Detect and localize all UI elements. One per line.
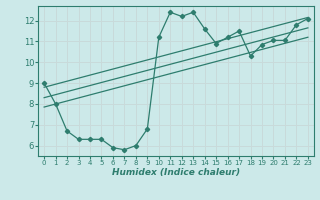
X-axis label: Humidex (Indice chaleur): Humidex (Indice chaleur) xyxy=(112,168,240,177)
